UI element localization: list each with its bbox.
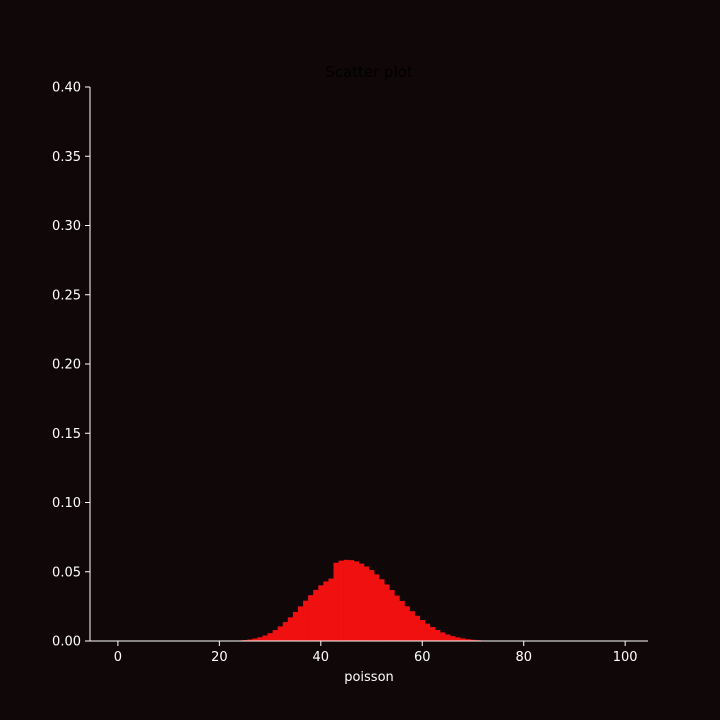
bar-31: [272, 630, 278, 641]
bar-45: [343, 559, 350, 641]
bar-37: [303, 600, 309, 641]
y-tick-label: 0.30: [52, 219, 81, 234]
chart-title: Scatter plot: [325, 63, 413, 81]
bar-59: [414, 615, 421, 641]
bar-48: [358, 563, 365, 641]
bar-36: [297, 606, 304, 642]
bar-58: [409, 611, 415, 641]
bar-34: [287, 617, 294, 641]
bar-40: [318, 585, 324, 641]
bar-32: [277, 626, 284, 641]
bar-60: [419, 619, 426, 641]
bar-68: [460, 638, 466, 641]
bar-44: [338, 560, 344, 641]
y-tick-label: 0.05: [52, 565, 81, 580]
bar-29: [262, 635, 268, 641]
bar-67: [455, 637, 461, 641]
axes-layer: 0 20 40 60 80 100 0.00 0.05 0.10 0.15 0.20 0.25 0.30…: [52, 81, 648, 665]
x-tick-label: 80: [515, 650, 532, 665]
bar-51: [374, 574, 380, 641]
y-tick-label: 0.00: [52, 635, 81, 650]
bar-63: [434, 629, 441, 641]
y-tick-label: 0.40: [52, 81, 81, 96]
bar-43: [333, 562, 339, 641]
bar-26: [247, 639, 253, 641]
bar-27: [252, 638, 258, 641]
bar-42: [328, 578, 334, 641]
bar-47: [353, 561, 360, 641]
bar-62: [429, 627, 436, 641]
bar-69: [465, 639, 471, 641]
x-tick-label: 20: [211, 650, 228, 665]
bar-38: [308, 595, 314, 641]
bar-54: [389, 590, 395, 641]
y-tick-label: 0.10: [52, 496, 81, 511]
bar-66: [450, 636, 456, 641]
bar-30: [267, 633, 273, 641]
y-tick-label: 0.25: [52, 288, 81, 303]
bar-46: [348, 560, 355, 641]
x-tick-label: 40: [313, 650, 330, 665]
bar-57: [404, 606, 410, 641]
bar-61: [424, 623, 431, 641]
x-tick-label: 60: [414, 650, 431, 665]
x-axis-label: poisson: [344, 670, 394, 685]
y-tick-label: 0.15: [52, 427, 81, 442]
bar-39: [313, 589, 319, 641]
bar-35: [292, 611, 299, 641]
bar-41: [323, 581, 329, 641]
bar-52: [379, 579, 385, 641]
bar-65: [445, 634, 451, 641]
bar-70: [470, 639, 476, 641]
bar-33: [282, 622, 289, 641]
y-tick-label: 0.20: [52, 358, 81, 373]
x-tick-label: 100: [613, 650, 638, 665]
bar-56: [399, 600, 405, 641]
bar-64: [440, 632, 446, 641]
bar-49: [363, 566, 370, 641]
bar-50: [369, 570, 375, 641]
y-tick-label: 0.35: [52, 150, 81, 165]
bars-layer: [226, 559, 502, 642]
bar-55: [394, 595, 400, 641]
x-tick-label: 0: [114, 650, 122, 665]
bar-28: [257, 637, 263, 641]
bar-53: [384, 584, 390, 641]
